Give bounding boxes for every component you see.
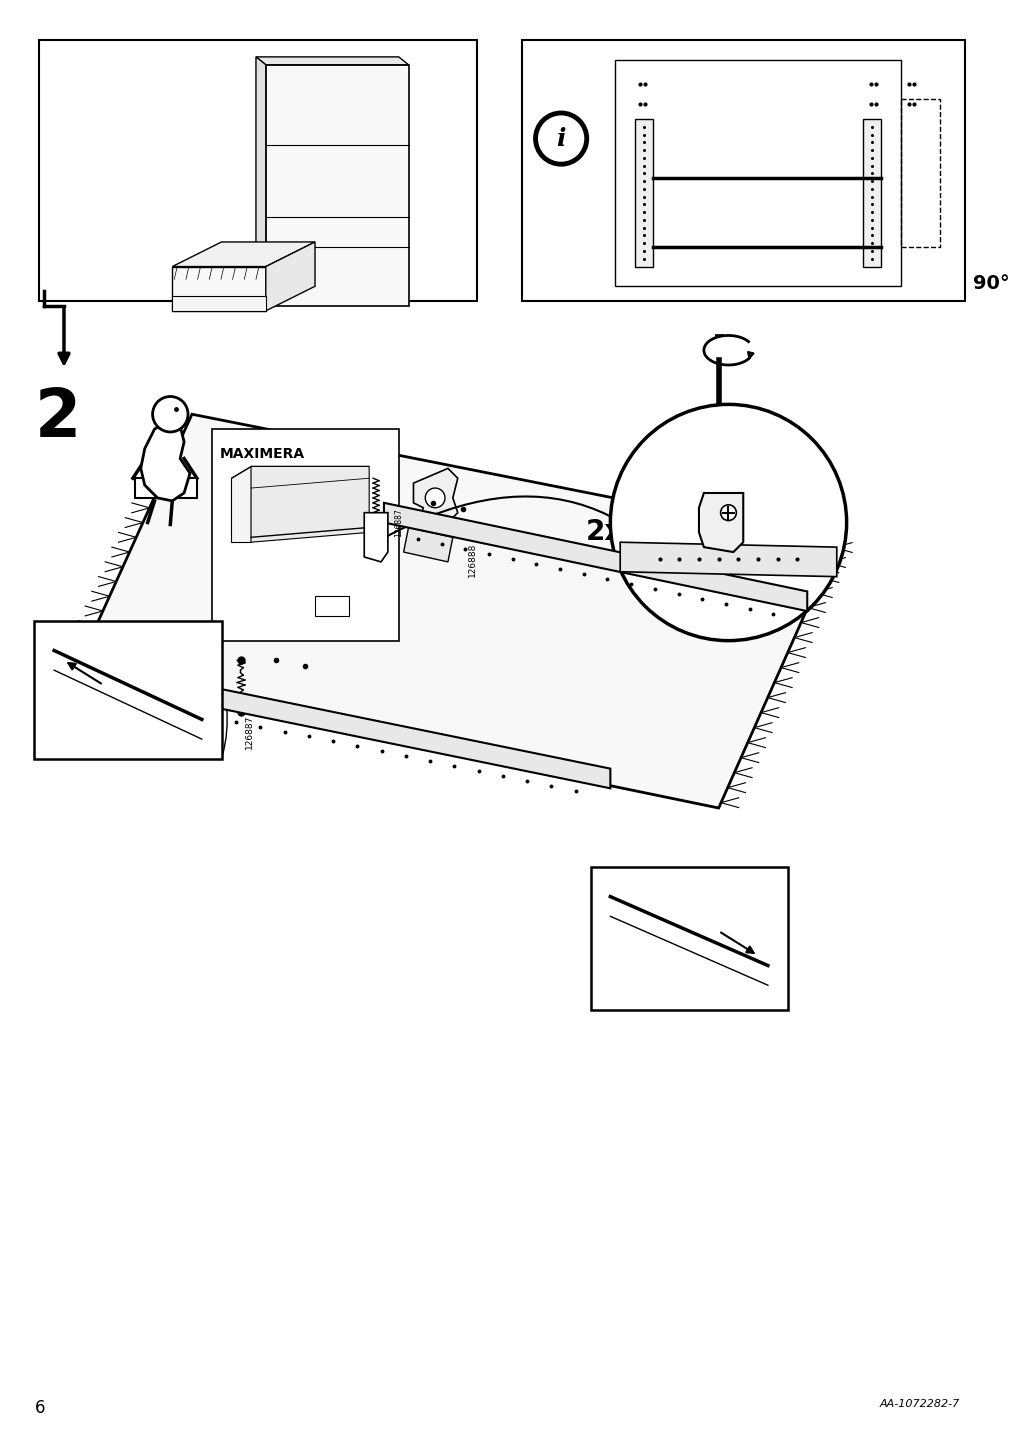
Bar bbox=[211, 430, 398, 640]
Polygon shape bbox=[403, 527, 452, 561]
Polygon shape bbox=[158, 690, 181, 739]
Polygon shape bbox=[266, 64, 408, 306]
Polygon shape bbox=[172, 296, 266, 311]
Text: 126887: 126887 bbox=[187, 686, 196, 715]
Polygon shape bbox=[232, 467, 251, 543]
Text: 2x: 2x bbox=[585, 518, 623, 547]
Text: i: i bbox=[556, 126, 565, 150]
Polygon shape bbox=[177, 680, 610, 789]
Circle shape bbox=[425, 488, 445, 508]
Text: 126888: 126888 bbox=[772, 434, 782, 465]
Polygon shape bbox=[256, 57, 266, 306]
Text: 126887: 126887 bbox=[245, 715, 254, 749]
Bar bbox=[615, 60, 900, 286]
Polygon shape bbox=[364, 513, 387, 561]
Bar bbox=[900, 99, 939, 246]
Polygon shape bbox=[266, 242, 314, 311]
Polygon shape bbox=[620, 543, 836, 577]
Circle shape bbox=[535, 113, 586, 165]
Text: 126887: 126887 bbox=[753, 434, 761, 465]
Circle shape bbox=[610, 404, 846, 640]
Text: AA-1072282-7: AA-1072282-7 bbox=[879, 1399, 958, 1409]
Circle shape bbox=[720, 505, 736, 521]
Text: 2: 2 bbox=[34, 385, 81, 451]
Polygon shape bbox=[134, 478, 197, 498]
Polygon shape bbox=[141, 422, 190, 501]
Bar bbox=[39, 40, 477, 301]
Polygon shape bbox=[699, 493, 742, 553]
Polygon shape bbox=[383, 503, 807, 611]
Polygon shape bbox=[251, 467, 369, 543]
Bar bbox=[522, 40, 963, 301]
Bar bbox=[34, 621, 221, 759]
Polygon shape bbox=[413, 468, 457, 533]
Text: MAXIMERA: MAXIMERA bbox=[219, 447, 304, 461]
Text: 90°: 90° bbox=[972, 274, 1008, 294]
Text: 126888: 126888 bbox=[467, 543, 476, 577]
Circle shape bbox=[153, 397, 188, 432]
Polygon shape bbox=[172, 266, 266, 311]
Polygon shape bbox=[862, 119, 881, 266]
Polygon shape bbox=[256, 57, 408, 64]
Bar bbox=[590, 866, 787, 1010]
Bar bbox=[314, 596, 349, 616]
Polygon shape bbox=[232, 467, 369, 478]
Polygon shape bbox=[74, 414, 836, 808]
Text: 126887: 126887 bbox=[393, 508, 402, 537]
Text: 6: 6 bbox=[34, 1399, 44, 1416]
Polygon shape bbox=[172, 242, 314, 266]
Polygon shape bbox=[634, 119, 652, 266]
